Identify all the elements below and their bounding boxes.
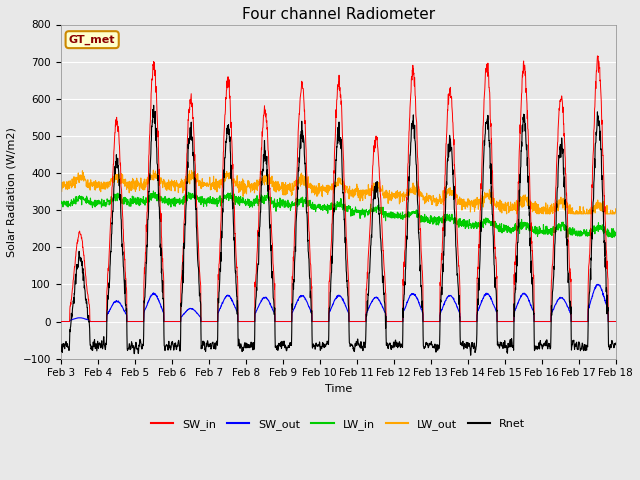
Rnet	[579, 341, 586, 347]
LW_in	[367, 206, 374, 212]
Line: SW_in: SW_in	[61, 56, 616, 322]
LW_in	[563, 226, 571, 232]
SW_out	[354, 319, 362, 324]
Line: LW_out: LW_out	[61, 170, 616, 214]
Line: SW_out: SW_out	[61, 284, 616, 322]
X-axis label: Time: Time	[324, 384, 352, 394]
SW_in	[578, 319, 586, 324]
SW_in	[212, 319, 220, 324]
SW_in	[366, 222, 374, 228]
LW_out	[563, 204, 571, 210]
SW_out	[499, 319, 507, 324]
SW_out	[578, 319, 586, 324]
LW_in	[355, 210, 362, 216]
SW_out	[563, 301, 570, 307]
Rnet	[212, 346, 220, 352]
LW_out	[503, 211, 511, 217]
Title: Four channel Radiometer: Four channel Radiometer	[241, 7, 435, 22]
Y-axis label: Solar Radiation (W/m2): Solar Radiation (W/m2)	[7, 127, 17, 256]
LW_out	[355, 195, 362, 201]
SW_in	[563, 191, 570, 196]
Rnet	[150, 102, 157, 108]
Line: LW_in: LW_in	[61, 191, 616, 238]
LW_in	[150, 188, 157, 194]
SW_out	[594, 281, 602, 287]
Rnet	[355, 340, 362, 346]
LW_out	[579, 211, 586, 217]
Text: GT_met: GT_met	[69, 35, 115, 45]
SW_out	[57, 319, 65, 324]
Legend: SW_in, SW_out, LW_in, LW_out, Rnet: SW_in, SW_out, LW_in, LW_out, Rnet	[147, 414, 530, 434]
LW_out	[367, 186, 374, 192]
SW_out	[612, 319, 620, 324]
SW_in	[499, 319, 507, 324]
SW_out	[366, 302, 374, 308]
LW_in	[579, 232, 586, 238]
Rnet	[500, 343, 508, 348]
SW_in	[57, 319, 65, 324]
LW_in	[212, 199, 220, 204]
LW_in	[500, 228, 508, 234]
LW_out	[57, 187, 65, 192]
Rnet	[563, 237, 571, 242]
Rnet	[367, 252, 374, 257]
SW_in	[354, 319, 362, 324]
SW_out	[212, 319, 220, 324]
Rnet	[57, 343, 65, 349]
LW_in	[57, 199, 65, 204]
Rnet	[612, 340, 620, 346]
LW_out	[500, 206, 508, 212]
LW_out	[612, 206, 620, 212]
SW_in	[594, 53, 602, 59]
SW_in	[612, 319, 620, 324]
LW_out	[150, 167, 157, 173]
Rnet	[467, 352, 474, 358]
LW_out	[212, 182, 220, 188]
LW_in	[609, 235, 616, 240]
Line: Rnet: Rnet	[61, 105, 616, 355]
LW_in	[612, 232, 620, 238]
